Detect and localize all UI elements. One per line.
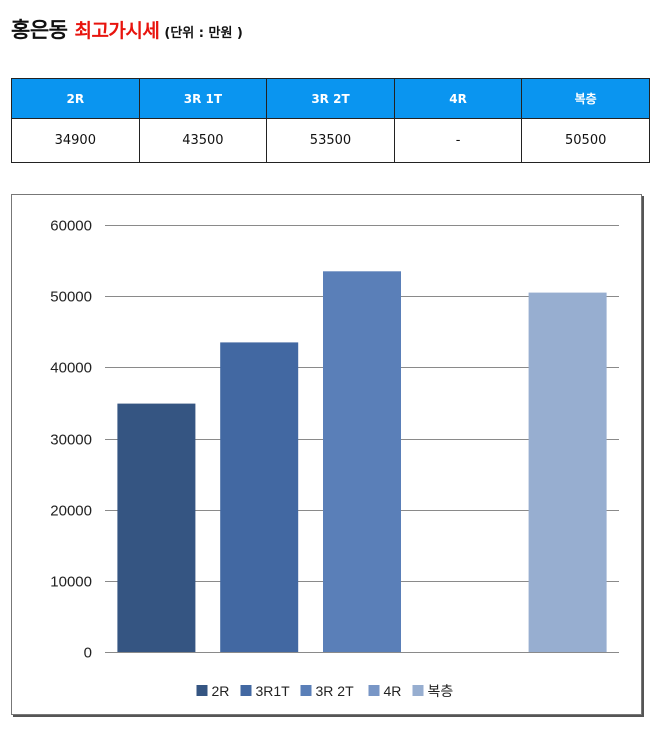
y-tick-label: 50000 (50, 289, 92, 306)
price-table: 2R 3R 1T 3R 2T 4R 복층 34900 43500 53500 -… (11, 78, 650, 163)
price-cell-2r: 34900 (11, 118, 140, 163)
column-header-3r-2t: 3R 2T (266, 78, 395, 119)
price-cell-3r-2t: 53500 (266, 118, 395, 163)
column-header-4r: 4R (393, 78, 523, 119)
bar-1 (117, 403, 196, 652)
bar-2 (220, 342, 299, 652)
column-header-duplex: 복층 (521, 78, 650, 119)
title-unit: (단위 : 만원 ) (164, 26, 243, 41)
bar-chart: 0 10000 20000 30000 40000 50000 60000 2R 3R1T 3R… (50, 218, 619, 699)
bars (117, 271, 607, 652)
y-tick-label: 20000 (50, 503, 92, 520)
legend-swatch (240, 685, 252, 696)
chart-container: 0 10000 20000 30000 40000 50000 60000 2R 3R1T 3R… (11, 194, 642, 715)
y-tick-label: 30000 (50, 432, 92, 449)
legend: 2R 3R1T 3R 2T 4R 복층 (196, 683, 454, 699)
bar-3 (323, 271, 401, 652)
column-header-2r: 2R (11, 78, 140, 119)
y-axis-ticks: 0 10000 20000 30000 40000 50000 60000 (50, 218, 92, 662)
bar-5 (528, 292, 607, 652)
y-tick-label: 40000 (50, 360, 92, 377)
column-header-3r-1t: 3R 1T (138, 78, 268, 119)
title-subject: 최고가시세 (74, 20, 160, 42)
legend-swatch (368, 685, 380, 696)
legend-label: 3R1T (256, 683, 291, 699)
price-cell-4r: - (393, 118, 523, 163)
legend-swatch (300, 685, 312, 696)
legend-label: 2R (212, 683, 230, 699)
legend-label: 3R 2T (316, 683, 355, 699)
y-tick-label: 0 (84, 645, 92, 662)
legend-label: 4R (384, 683, 402, 699)
page-title: 홍은동 최고가시세 (단위 : 만원 ) (11, 14, 243, 44)
y-tick-label: 10000 (50, 574, 92, 591)
title-location: 홍은동 (11, 18, 68, 42)
price-table-row: 34900 43500 53500 - 50500 (11, 118, 650, 163)
legend-swatch (412, 685, 424, 696)
y-tick-label: 60000 (50, 218, 92, 235)
price-table-header-row: 2R 3R 1T 3R 2T 4R 복층 (11, 78, 650, 119)
price-cell-duplex: 50500 (521, 118, 650, 163)
price-cell-3r-1t: 43500 (138, 118, 268, 163)
legend-swatch (196, 685, 208, 696)
legend-label: 복층 (428, 683, 454, 699)
